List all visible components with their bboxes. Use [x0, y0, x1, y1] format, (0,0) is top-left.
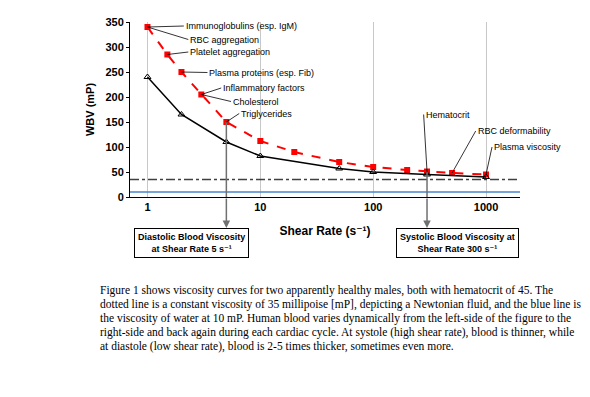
svg-text:Hematocrit: Hematocrit — [426, 110, 470, 120]
svg-text:300: 300 — [105, 41, 123, 53]
svg-text:250: 250 — [105, 66, 123, 78]
svg-text:Cholesterol: Cholesterol — [233, 97, 279, 107]
svg-text:200: 200 — [105, 91, 123, 103]
svg-text:50: 50 — [112, 166, 124, 178]
svg-text:100: 100 — [364, 201, 382, 213]
svg-text:Shear Rate (s⁻¹): Shear Rate (s⁻¹) — [279, 224, 370, 238]
svg-text:Diastolic Blood Viscosityat Sh: Diastolic Blood Viscosityat Shear Rate 5… — [138, 232, 245, 254]
svg-text:1000: 1000 — [474, 201, 498, 213]
svg-text:150: 150 — [105, 116, 123, 128]
html-text:Figure 1 shows viscosity curve: Figure 1 shows viscosity curves for two … — [100, 284, 581, 352]
svg-text:10: 10 — [254, 201, 266, 213]
svg-text:350: 350 — [105, 16, 123, 28]
svg-text:Triglycerides: Triglycerides — [241, 109, 292, 119]
svg-text:Plasma proteins (esp. Fib): Plasma proteins (esp. Fib) — [209, 68, 314, 78]
svg-text:Systolic Blood Viscosity atShe: Systolic Blood Viscosity atShear Rate 30… — [400, 232, 515, 254]
svg-text:WBV (mP): WBV (mP) — [84, 83, 96, 137]
svg-text:Inflammatory factors: Inflammatory factors — [223, 83, 305, 93]
svg-text:100: 100 — [105, 141, 123, 153]
svg-text:Platelet aggregation: Platelet aggregation — [190, 47, 270, 57]
svg-text:RBC aggregation: RBC aggregation — [190, 35, 259, 45]
svg-text:RBC deformability: RBC deformability — [478, 126, 551, 136]
svg-text:1: 1 — [144, 201, 150, 213]
svg-text:Plasma viscosity: Plasma viscosity — [494, 142, 561, 152]
svg-text:0: 0 — [118, 191, 124, 203]
svg-text:Immunoglobulins (esp. IgM): Immunoglobulins (esp. IgM) — [186, 21, 297, 31]
